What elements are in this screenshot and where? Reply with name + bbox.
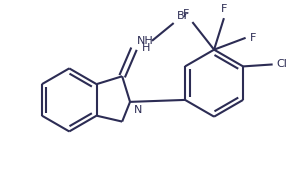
Text: N: N [134, 105, 142, 115]
Text: F: F [249, 33, 256, 43]
Text: H: H [142, 43, 150, 53]
Text: Br: Br [177, 11, 189, 21]
Text: F: F [183, 9, 189, 19]
Text: Cl: Cl [277, 59, 287, 69]
Text: F: F [221, 4, 227, 14]
Text: NH: NH [137, 36, 154, 46]
